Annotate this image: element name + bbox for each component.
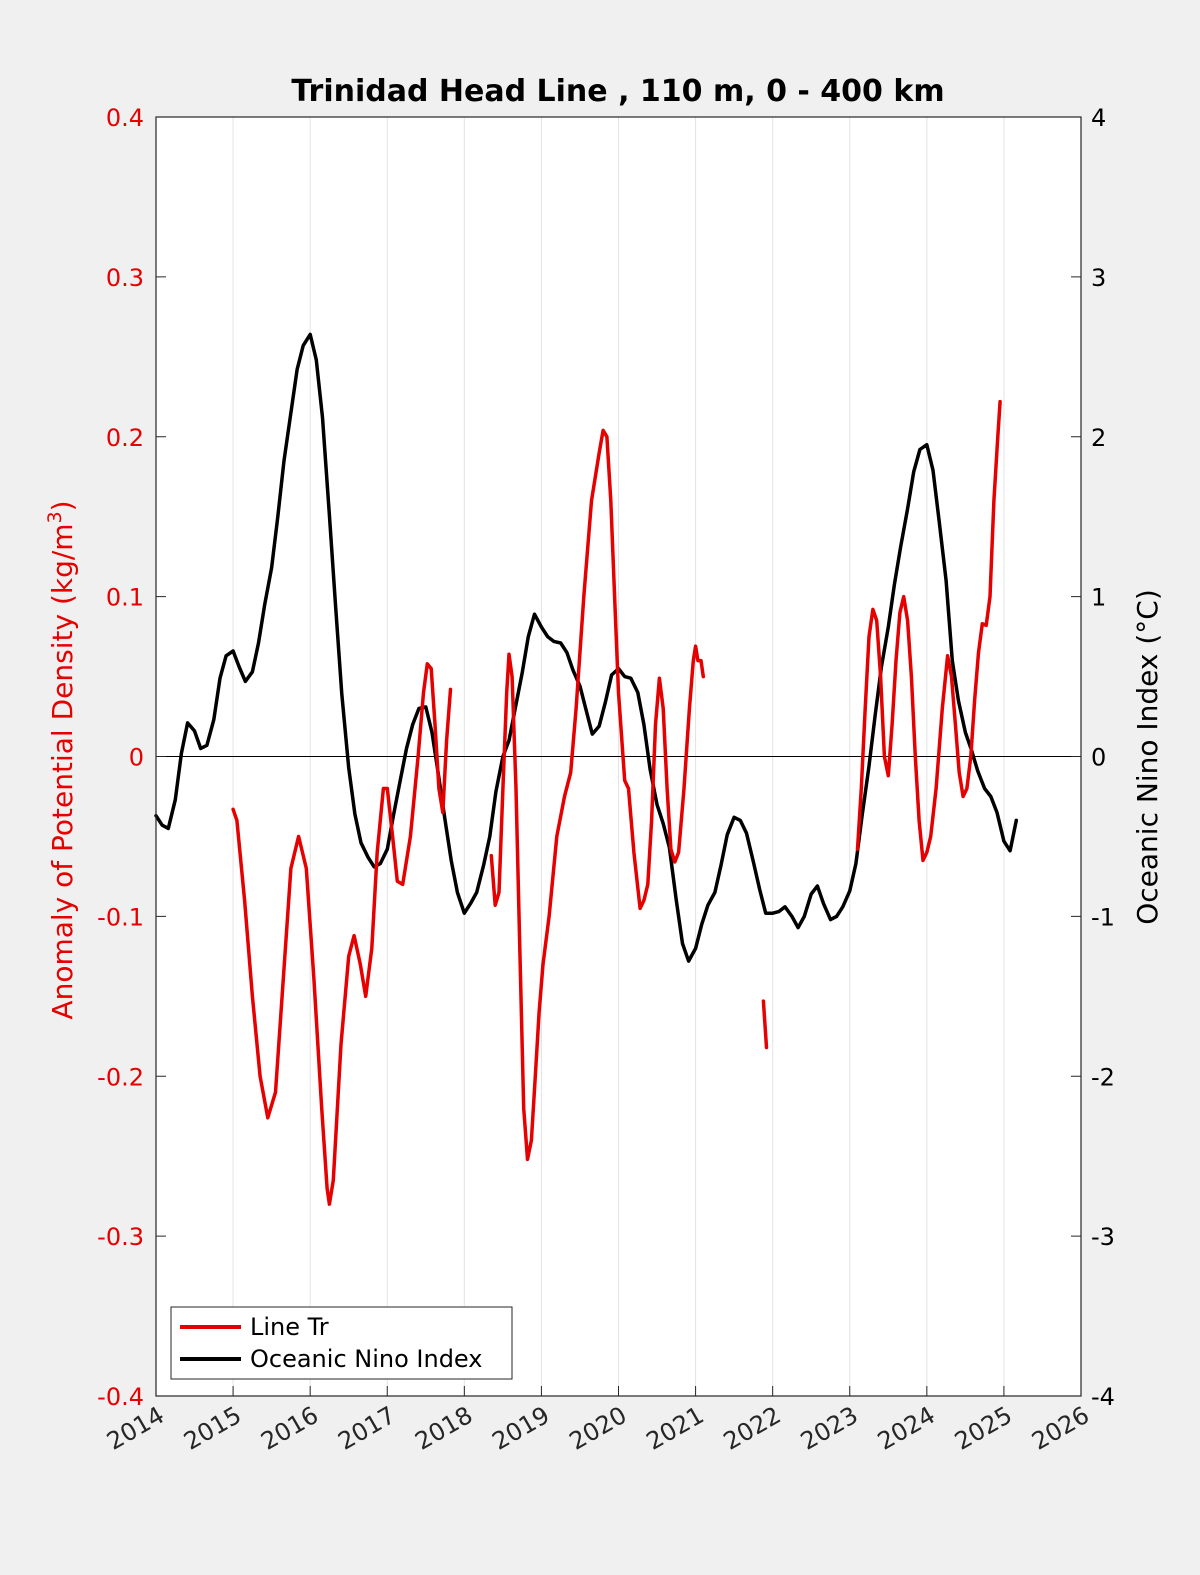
legend-label-oni: Oceanic Nino Index (250, 1345, 482, 1373)
y-left-tick-label: -0.1 (97, 903, 144, 931)
x-tick-label: 2017 (333, 1401, 400, 1456)
y-right-tick-label: 2 (1091, 424, 1106, 452)
y-axis-left-label-close: ) (46, 500, 79, 511)
y-right-tick-label: 3 (1091, 264, 1106, 292)
y-right-tick-label: -3 (1091, 1223, 1115, 1251)
y-left-tick-label: 0.4 (106, 104, 144, 132)
legend: Line Tr Oceanic Nino Index (170, 1306, 513, 1380)
chart-title: Trinidad Head Line , 110 m, 0 - 400 km (291, 74, 944, 109)
y-left-tick-label: 0 (129, 744, 144, 772)
line-tr-series-segment (231, 662, 453, 1206)
line-tr-series-segment (855, 399, 1002, 863)
x-tick-labels: 2014 2015 2016 2017 2018 2019 2020 2021 2022 2023… (102, 1401, 1094, 1456)
y-right-tick-label: 0 (1091, 744, 1106, 772)
x-tick-label: 2024 (873, 1401, 940, 1456)
y-left-tick-labels: 0.4 0.3 0.2 0.1 0 -0.1 -0.2 -0.3 -0.4 (97, 104, 144, 1411)
y-left-tick-label: 0.3 (106, 264, 144, 292)
legend-label-line-tr: Line Tr (250, 1313, 329, 1341)
y-left-tick-label: 0.2 (106, 424, 144, 452)
y-axis-left-label-sup: 3 (44, 511, 66, 523)
y-right-tick-label: -4 (1091, 1383, 1115, 1411)
y-right-tick-label: 1 (1091, 584, 1106, 612)
x-tick-label: 2018 (410, 1401, 477, 1456)
oni-series-segment (154, 332, 1019, 963)
x-tick-label: 2015 (179, 1401, 246, 1456)
y-axis-left-label: Anomaly of Potential Density (kg/m3) (44, 500, 79, 1019)
series-lines (154, 332, 1019, 1206)
axis-ticks (155, 116, 1082, 1397)
x-tick-label: 2022 (719, 1401, 786, 1456)
x-tick-label: 2016 (256, 1401, 323, 1456)
x-tick-label: 2021 (642, 1401, 709, 1456)
y-left-tick-label: -0.4 (97, 1383, 144, 1411)
x-tick-label: 2020 (565, 1401, 632, 1456)
x-tick-label: 2019 (488, 1401, 555, 1456)
y-left-tick-label: -0.2 (97, 1063, 144, 1091)
y-left-tick-label: 0.1 (106, 584, 144, 612)
y-right-tick-label: -1 (1091, 903, 1115, 931)
y-right-tick-label: -2 (1091, 1063, 1115, 1091)
y-right-tick-label: 4 (1091, 104, 1106, 132)
x-tick-label: 2026 (1027, 1401, 1094, 1456)
legend-box (170, 1306, 513, 1380)
x-tick-label: 2023 (796, 1401, 863, 1456)
line-tr-series-segment (489, 428, 706, 1162)
x-tick-label: 2025 (950, 1401, 1017, 1456)
line-tr-series-segment (761, 999, 769, 1050)
y-left-tick-label: -0.3 (97, 1223, 144, 1251)
y-right-tick-labels: 4 3 2 1 0 -1 -2 -3 -4 (1091, 104, 1115, 1411)
y-axis-left-label-text: Anomaly of Potential Density (kg/m (46, 523, 79, 1019)
y-axis-right-label: Oceanic Nino Index (°C) (1131, 589, 1164, 925)
